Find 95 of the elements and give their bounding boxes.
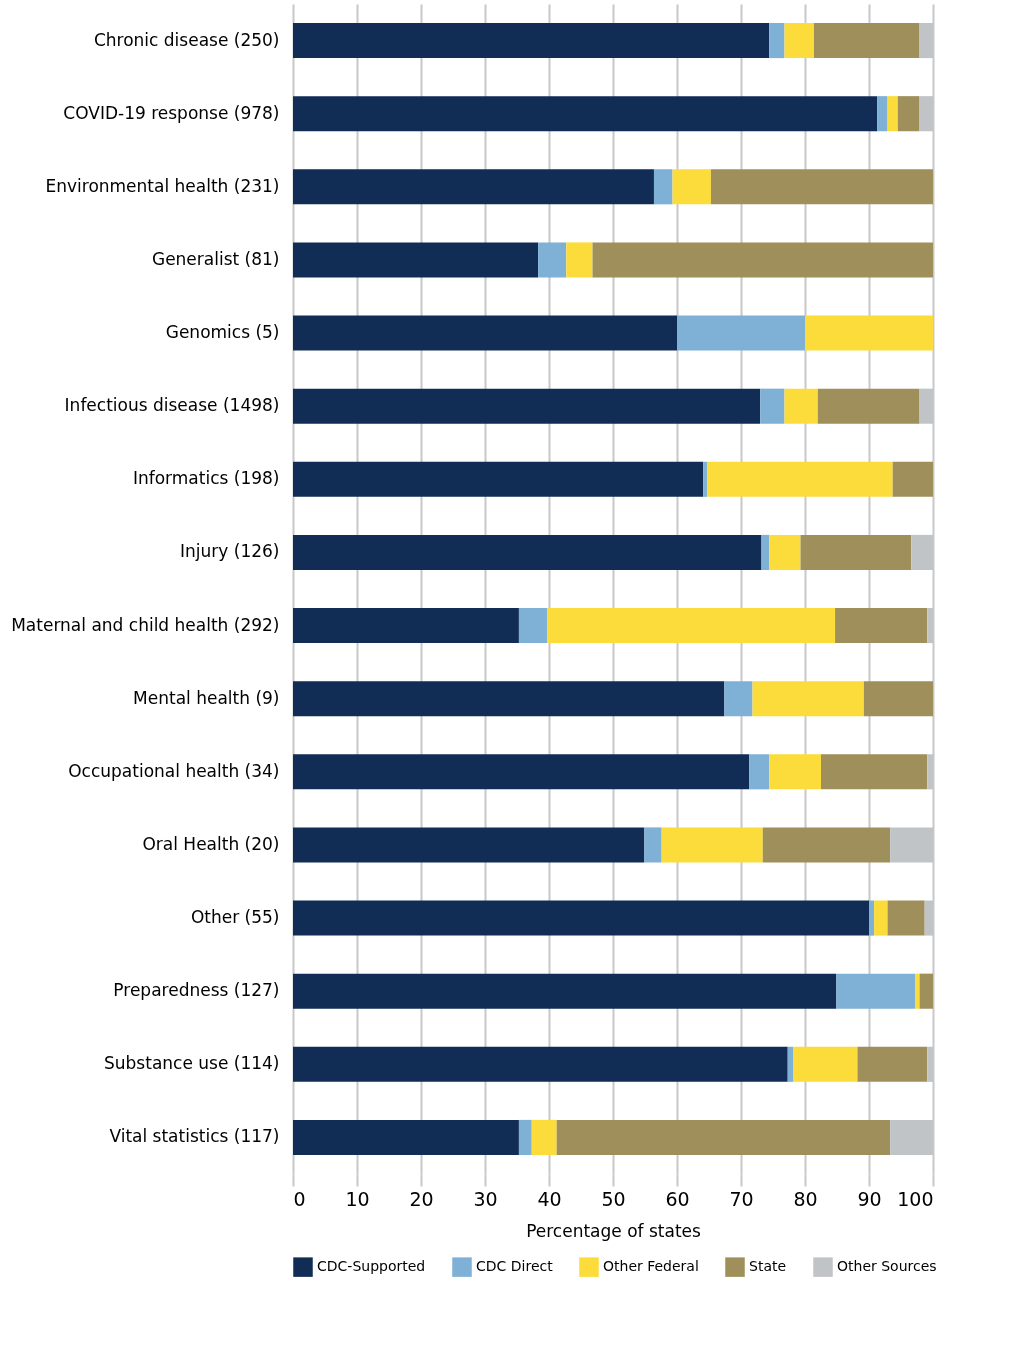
bar	[724, 681, 753, 717]
bar	[863, 681, 933, 717]
bar	[869, 900, 875, 936]
bar	[293, 973, 837, 1009]
bar	[874, 900, 888, 936]
bar	[293, 169, 654, 205]
bar	[547, 608, 836, 644]
bar	[703, 461, 708, 497]
bar	[897, 96, 920, 132]
bar	[752, 681, 864, 717]
x-tick-label: 80	[793, 1187, 818, 1210]
bar	[293, 534, 762, 570]
bar	[707, 461, 893, 497]
bar	[293, 1119, 519, 1155]
bar	[566, 242, 593, 278]
y-tick-label: Vital statistics (117)	[109, 1126, 280, 1147]
y-tick-label: COVID-19 response (978)	[63, 102, 280, 123]
bar	[784, 23, 814, 59]
bar	[293, 242, 539, 278]
bar	[769, 534, 801, 570]
y-tick-label: Environmental health (231)	[45, 175, 280, 196]
x-tick-label: 50	[601, 1187, 626, 1210]
bar	[661, 827, 763, 863]
bar	[887, 96, 898, 132]
bar	[293, 608, 519, 644]
bar	[835, 608, 928, 644]
y-tick-label: Substance use (114)	[104, 1053, 280, 1074]
y-tick-label: Oral Health (20)	[142, 833, 280, 854]
y-tick-label: Other (55)	[190, 907, 280, 928]
bar	[710, 169, 933, 205]
bar	[293, 681, 725, 717]
x-tick-label: 40	[537, 1187, 562, 1210]
bar	[915, 973, 920, 1009]
legend-label: Other Sources	[837, 1258, 937, 1275]
y-tick-label: Mental health (9)	[133, 687, 280, 708]
bar	[644, 827, 662, 863]
bar	[293, 461, 704, 497]
y-tick-label: Occupational health (34)	[68, 760, 280, 781]
bar	[531, 1119, 557, 1155]
bar	[592, 242, 933, 278]
bar	[761, 534, 770, 570]
bar	[919, 973, 933, 1009]
y-tick-label: Infectious disease (1498)	[64, 395, 280, 416]
bar	[892, 461, 933, 497]
bar	[762, 827, 891, 863]
bar	[821, 754, 928, 790]
y-tick-label: Generalist (81)	[151, 248, 280, 269]
bar	[805, 315, 933, 351]
bar	[800, 534, 912, 570]
y-tick-label: Informatics (198)	[132, 468, 280, 489]
legend-label: CDC Direct	[476, 1258, 554, 1275]
bar	[293, 388, 761, 424]
x-axis-title: Percentage of states	[526, 1220, 702, 1241]
bar	[556, 1119, 891, 1155]
bar	[518, 608, 548, 644]
bar	[769, 23, 785, 59]
bar	[293, 754, 750, 790]
bar	[760, 388, 785, 424]
bar	[836, 973, 916, 1009]
x-tick-label: 90	[857, 1187, 882, 1210]
bar	[784, 388, 818, 424]
bar	[293, 900, 869, 936]
bar	[538, 242, 567, 278]
bar	[293, 827, 645, 863]
legend-label: Other Federal	[603, 1258, 699, 1275]
bar	[793, 1046, 858, 1082]
y-tick-label: Maternal and child health (292)	[11, 614, 280, 635]
x-tick-label: 60	[665, 1187, 690, 1210]
x-tick-label: 20	[409, 1187, 434, 1210]
legend-label: CDC-Supported	[317, 1258, 426, 1275]
y-tick-label: Injury (126)	[180, 541, 280, 562]
y-tick-label: Genomics (5)	[165, 322, 280, 343]
x-tick-label: 70	[729, 1187, 754, 1210]
legend-label: State	[749, 1258, 787, 1275]
bar	[817, 388, 920, 424]
bar	[293, 1046, 788, 1082]
x-tick-label: 30	[473, 1187, 498, 1210]
bar	[877, 96, 888, 132]
bar	[769, 754, 821, 790]
bar	[749, 754, 770, 790]
bar	[653, 169, 673, 205]
bar	[293, 23, 770, 59]
bar	[293, 315, 677, 351]
bar	[857, 1046, 928, 1082]
x-tick-label: 0	[293, 1187, 306, 1210]
y-tick-label: Preparedness (127)	[113, 980, 280, 1001]
bar	[518, 1119, 532, 1155]
bar	[887, 900, 925, 936]
bar	[672, 169, 711, 205]
bar	[293, 96, 878, 132]
bar	[813, 23, 920, 59]
x-tick-label: 10	[345, 1187, 370, 1210]
bar	[677, 315, 805, 351]
y-tick-label: Chronic disease (250)	[93, 29, 280, 50]
x-tick-label: 100	[897, 1187, 934, 1210]
